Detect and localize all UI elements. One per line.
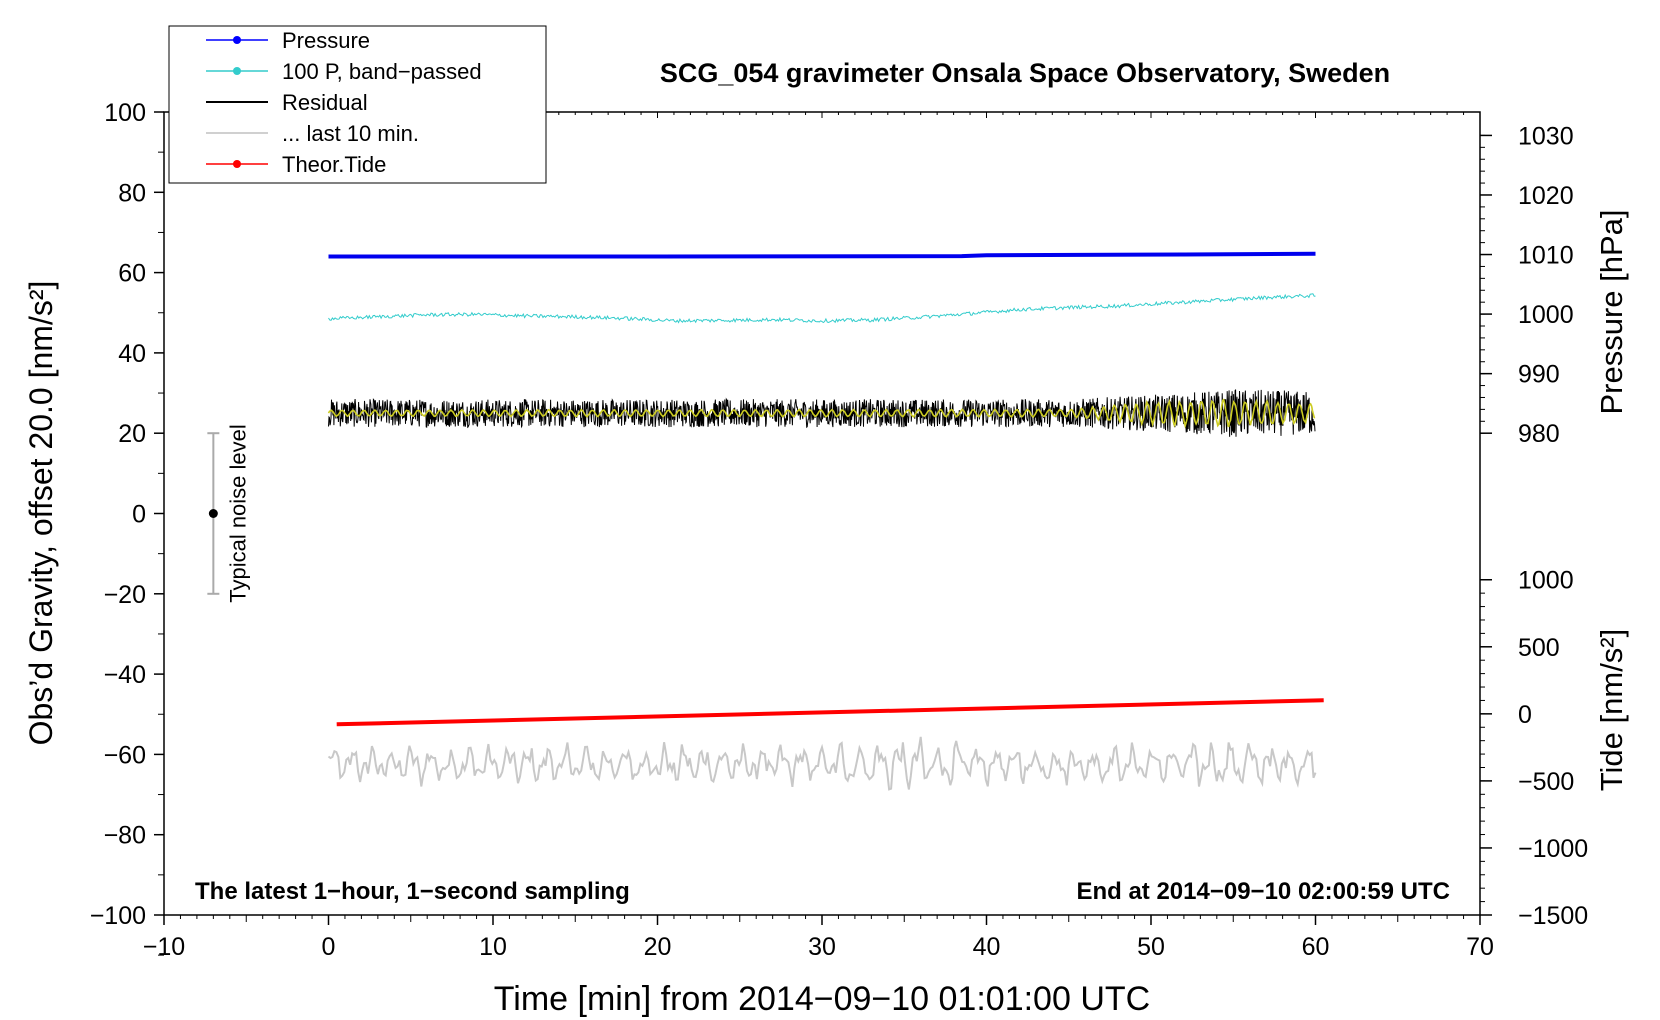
residual-line <box>328 389 1316 437</box>
y-tick-label: 100 <box>104 99 146 127</box>
y-tick-label: −20 <box>104 581 146 609</box>
pressure-tick-label: 1020 <box>1518 182 1574 210</box>
tide-tick-label: 1000 <box>1518 567 1574 595</box>
y-tick-label: 0 <box>132 501 146 529</box>
noise-bar-center-dot <box>208 509 218 518</box>
legend-marker <box>233 67 241 75</box>
pressure-tick-label: 990 <box>1518 361 1560 389</box>
plot-frame <box>163 111 1481 916</box>
pressure-axis-ticks: 1030 1020 1010 1000 990 980 <box>1480 122 1574 448</box>
tide-axis-ticks: 1000 500 0 −500 −1000 −1500 <box>1480 567 1588 930</box>
legend-label: 100 P, band−passed <box>282 59 482 84</box>
y-tick-label: 80 <box>118 179 146 207</box>
legend-label: Pressure <box>282 28 370 53</box>
y-tick-label: 20 <box>118 420 146 448</box>
x-tick-label: 40 <box>973 933 1001 961</box>
x-axis-ticks: −10 0 10 20 30 40 50 60 70 <box>143 112 1494 961</box>
legend: Pressure 100 P, band−passed Residual ... la… <box>168 25 547 184</box>
tide-tick-label: −1500 <box>1518 902 1588 930</box>
x-tick-label: 10 <box>479 933 507 961</box>
legend-label: ... last 10 min. <box>282 121 419 146</box>
last-10-min-line <box>327 736 1317 791</box>
pressure-tick-label: 980 <box>1518 420 1560 448</box>
tide-tick-label: 0 <box>1518 701 1532 729</box>
tide-tick-label: −1000 <box>1518 835 1588 863</box>
pressure-tick-label: 1010 <box>1518 242 1574 270</box>
x-tick-label: 20 <box>644 933 672 961</box>
noise-bar-label: Typical noise level <box>225 424 250 603</box>
band-passed-pressure-line <box>328 293 1316 324</box>
y-tick-label: −40 <box>104 661 146 689</box>
noise-level-bar: Typical noise level <box>207 424 250 603</box>
pressure-tick-label: 1030 <box>1518 122 1574 150</box>
x-tick-label: −10 <box>143 933 185 961</box>
y-tick-label: 60 <box>118 260 146 288</box>
y-axis-pressure-label: Pressure [hPa] <box>1594 209 1629 414</box>
x-tick-label: 60 <box>1302 933 1330 961</box>
y-tick-label: −80 <box>104 822 146 850</box>
y-tick-label: −60 <box>104 741 146 769</box>
y-axis-left-ticks: 100 80 60 40 20 0 −20 −40 −60 −80 −100 <box>90 99 164 956</box>
legend-label: Residual <box>282 90 368 115</box>
tide-tick-label: 500 <box>1518 634 1560 662</box>
y-tick-label: −100 <box>90 902 146 930</box>
tide-tick-label: −500 <box>1518 768 1574 796</box>
pressure-line <box>328 251 1316 259</box>
legend-marker <box>233 36 241 44</box>
y-tick-label: 40 <box>118 340 146 368</box>
chart-title: SCG_054 gravimeter Onsala Space Observat… <box>660 58 1390 88</box>
legend-marker <box>233 160 241 168</box>
legend-box <box>168 25 547 184</box>
y-axis-tide-label: Tide [nm/s²] <box>1594 629 1629 792</box>
annotation-bottom-left: The latest 1−hour, 1−second sampling <box>195 878 630 905</box>
legend-label: Theor.Tide <box>282 152 386 177</box>
x-axis-label: Time [min] from 2014−09−10 01:01:00 UTC <box>494 980 1150 1018</box>
theoretical-tide-line <box>336 698 1324 727</box>
residual-smoothed-line <box>327 398 1316 429</box>
annotation-bottom-right: End at 2014−09−10 02:00:59 UTC <box>1076 878 1450 905</box>
x-tick-label: 0 <box>322 933 336 961</box>
x-tick-label: 50 <box>1137 933 1165 961</box>
pressure-tick-label: 1000 <box>1518 301 1574 329</box>
y-axis-left-label: Obs’d Gravity, offset 20.0 [nm/s²] <box>23 281 59 746</box>
x-tick-label: 30 <box>808 933 836 961</box>
series-layer <box>327 251 1324 791</box>
x-tick-label: 70 <box>1466 933 1494 961</box>
